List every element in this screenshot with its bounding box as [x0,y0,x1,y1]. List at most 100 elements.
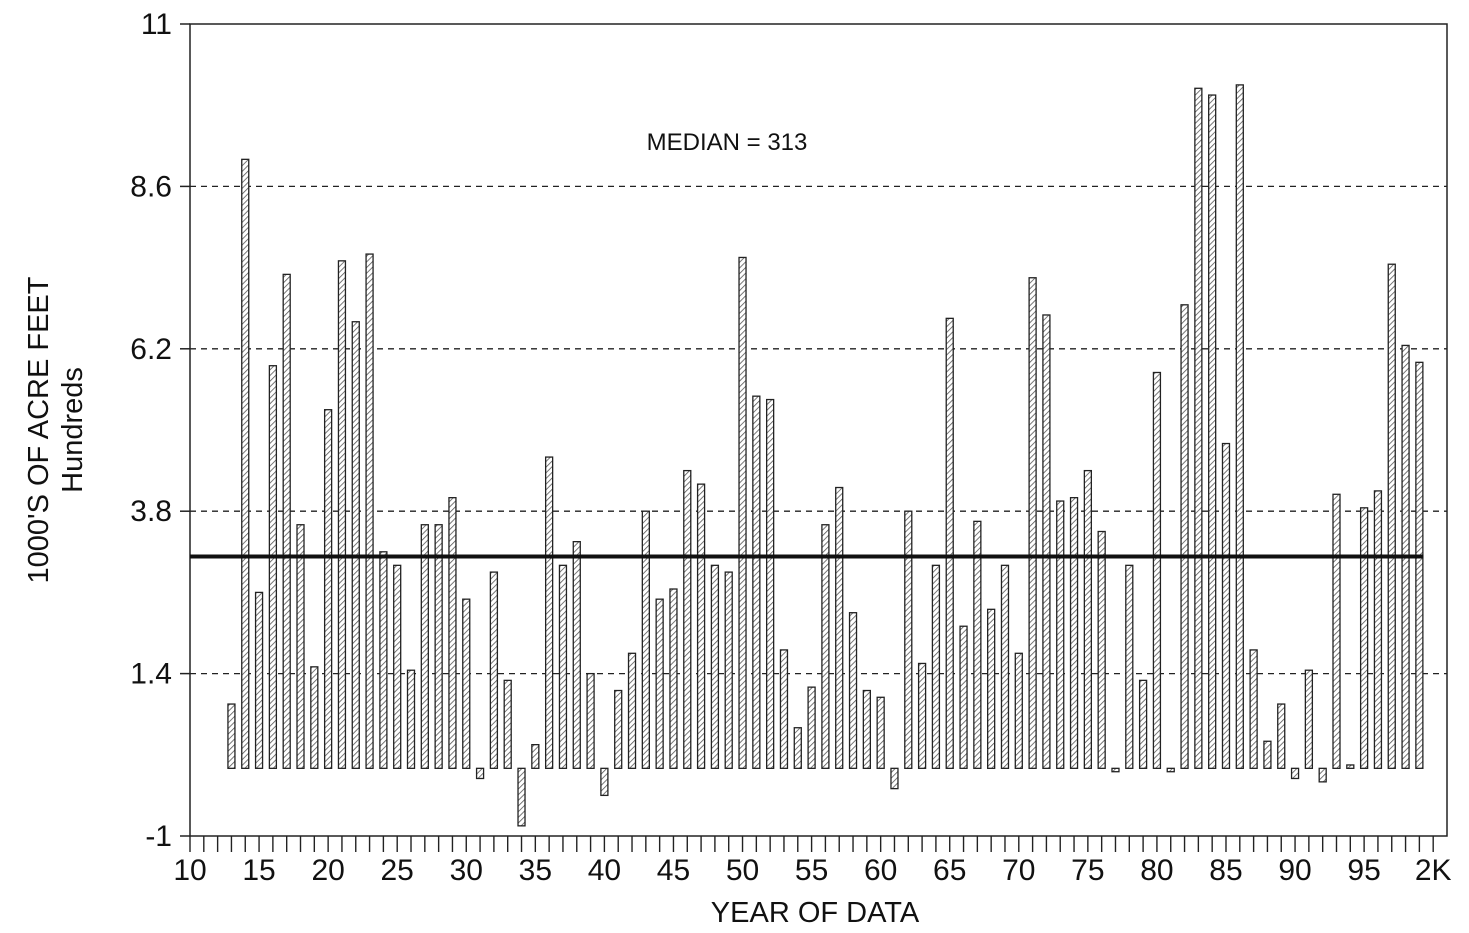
x-tick-label: 2K [1415,854,1452,887]
bar-1926 [406,669,416,769]
y-axis-subtitle: Hundreds [57,367,89,493]
y-axis-title: 1000'S OF ACRE FEET [23,276,55,583]
bar-1913 [227,703,236,769]
bars [227,84,1424,827]
bar-1922 [351,321,360,769]
gridlines [190,185,1447,675]
bar-1989 [1277,703,1286,769]
bar-1936 [544,456,554,769]
bar-1921 [337,260,347,769]
bar-1948 [710,564,720,769]
bar-1914 [241,158,250,769]
x-tick-label: 55 [795,854,828,887]
bar-1919 [310,666,319,769]
bar-1916 [268,365,278,769]
bar-1935 [531,744,540,769]
bar-1940 [600,767,609,797]
bar-1932 [489,571,499,769]
bar-1950 [738,256,747,769]
bar-1971 [1028,277,1037,769]
bar-1980 [1152,371,1162,769]
bar-1924 [379,551,388,769]
bar-1941 [614,689,623,769]
bar-1961 [890,767,899,790]
x-tick-label: 10 [173,854,206,887]
x-tick-label: 95 [1347,854,1380,887]
bar-1945 [669,588,678,769]
x-tick-label: 35 [519,854,552,887]
bar-1944 [655,598,664,769]
bar-1979 [1138,679,1148,769]
bar-1997 [1387,263,1396,769]
bar-1923 [365,253,374,769]
x-tick-label: 80 [1140,854,1173,887]
x-tick-label: 75 [1071,854,1104,887]
bar-1960 [876,696,885,769]
bar-1959 [862,689,871,769]
x-tick-label: 50 [726,854,759,887]
bar-1992 [1318,767,1327,783]
x-tick-label: 20 [311,854,344,887]
bar-1917 [282,273,291,769]
bar-1983 [1194,87,1203,769]
bar-1993 [1332,493,1341,769]
bar-1977 [1111,767,1120,773]
x-tick-label: 15 [242,854,275,887]
bar-1957 [835,486,844,769]
bar-1966 [959,625,968,769]
bar-1996 [1373,490,1383,769]
bar-1934 [517,767,526,827]
bar-1943 [641,510,650,769]
bar-1927 [420,524,429,769]
bar-1976 [1097,530,1106,769]
y-tick-label: 8.6 [130,170,172,203]
bar-1933 [503,679,512,769]
y-axis-title-group: 1000'S OF ACRE FEET Hundreds [23,276,89,583]
x-axis-title: YEAR OF DATA [711,897,920,929]
plot-frame [189,23,1448,837]
bar-1958 [848,612,858,769]
bar-1994 [1346,764,1355,769]
bar-1988 [1263,740,1272,769]
x-axis-ticks: 10 15 20 25 30 35 40 45 50 55 60 65 70 75 80 85 90 95 2K [173,836,1452,887]
bar-1967 [973,520,982,769]
y-tick-label: 11 [141,8,172,41]
bar-1954 [793,727,802,769]
bar-1929 [448,497,457,769]
median-annotation: MEDIAN = 313 [647,129,808,156]
bar-1952 [766,398,775,769]
x-tick-label: 40 [588,854,621,887]
bar-1920 [323,409,333,769]
bar-1956 [821,524,830,769]
bar-1953 [779,649,789,769]
bar-1931 [475,767,485,780]
bar-1963 [917,662,927,769]
x-tick-label: 90 [1278,854,1311,887]
bar-1969 [1000,564,1010,769]
bar-1982 [1180,304,1189,769]
bar-1962 [904,510,913,769]
bar-1928 [434,524,443,769]
bar-1987 [1249,649,1258,769]
bar-1995 [1359,507,1369,769]
bar-1937 [558,564,568,769]
bar-1938 [572,541,581,769]
y-tick-label: 3.8 [130,495,172,528]
bar-1930 [462,598,471,769]
x-tick-label: 45 [657,854,690,887]
bar-1951 [752,395,761,769]
bar-1964 [931,564,941,769]
x-tick-label: 30 [450,854,483,887]
bar-1975 [1083,469,1093,769]
bar-1965 [945,317,954,769]
y-tick-label: 1.4 [130,658,172,691]
bar-1986 [1235,84,1244,769]
bar-1949 [724,571,733,769]
bar-1942 [627,652,637,769]
bar-1972 [1042,314,1051,769]
bar-1984 [1208,94,1217,769]
bar-1985 [1221,442,1231,769]
bar-1939 [586,672,595,769]
bar-1968 [987,608,996,769]
